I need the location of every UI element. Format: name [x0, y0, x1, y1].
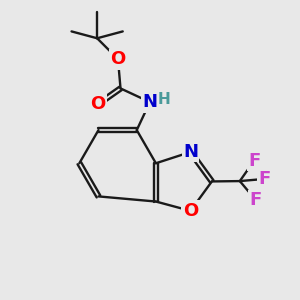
- Text: O: O: [183, 202, 198, 220]
- Text: F: F: [250, 191, 262, 209]
- Text: O: O: [110, 50, 126, 68]
- Text: N: N: [142, 93, 158, 111]
- Text: F: F: [259, 170, 271, 188]
- Text: O: O: [90, 95, 105, 113]
- Text: N: N: [183, 143, 198, 161]
- Text: F: F: [248, 152, 260, 169]
- Text: H: H: [158, 92, 171, 107]
